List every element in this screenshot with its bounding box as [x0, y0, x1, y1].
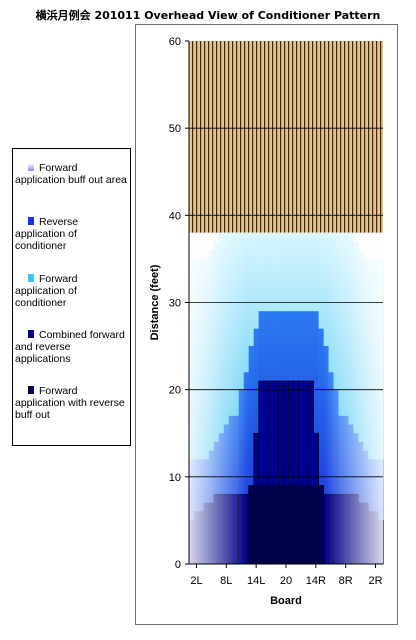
dry-lane-area — [189, 41, 383, 233]
y-tick-label-40: 40 — [169, 210, 181, 222]
y-tick-label-20: 20 — [169, 385, 181, 397]
x-tick-label-8L: 8L — [220, 575, 232, 587]
legend-label-reverse: Reverse application of conditioner — [15, 216, 79, 252]
chart-title: 横浜月例会 201011 Overhead View of Conditione… — [35, 9, 381, 22]
x-tick-label-2L: 2L — [190, 575, 202, 587]
x-axis-title: Board — [270, 595, 302, 607]
edge-fade-overlay — [189, 232, 383, 564]
legend-swatch-forward — [28, 274, 34, 282]
y-axis-title: Distance (feet) — [149, 264, 161, 340]
x-tick-label-14R: 14R — [306, 575, 326, 587]
legend-label-buff-out-area: Forward application buff out area — [15, 162, 127, 186]
legend-swatch-combined — [28, 330, 34, 338]
legend: Forward application buff out area Revers… — [12, 148, 131, 446]
legend-label-reverse-buff-out: Forward application with reverse buff ou… — [15, 385, 125, 421]
plot-frame — [135, 24, 398, 625]
legend-swatch-reverse-buff-out — [28, 386, 34, 394]
x-tick-label-20: 20 — [280, 575, 292, 587]
y-tick-label-60: 60 — [169, 36, 181, 48]
legend-swatch-reverse — [28, 217, 34, 225]
legend-swatch-buff-out-area — [28, 163, 34, 171]
legend-label-forward: Forward application of conditioner — [15, 273, 78, 309]
y-tick-label-30: 30 — [169, 298, 181, 310]
y-tick-label-10: 10 — [169, 472, 181, 484]
y-tick-label-50: 50 — [169, 123, 181, 135]
legend-label-combined: Combined forward and reverse application… — [15, 329, 125, 365]
x-tick-label-2R: 2R — [369, 575, 383, 587]
x-tick-label-14L: 14L — [247, 575, 265, 587]
x-tick-label-8R: 8R — [339, 575, 353, 587]
y-tick-label-0: 0 — [175, 559, 181, 571]
